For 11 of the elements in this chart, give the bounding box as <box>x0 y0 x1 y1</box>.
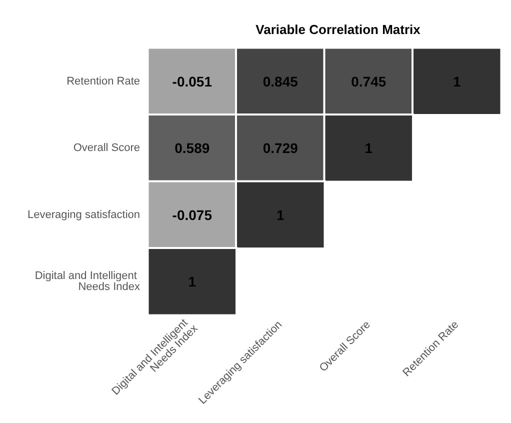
y-tick-label: Leveraging satisfaction <box>27 208 140 221</box>
data-label: 0.845 <box>262 73 298 90</box>
data-label: 0.745 <box>351 73 386 90</box>
y-tick-label: Digital and Intelligent Needs Index <box>34 270 140 294</box>
y-tick-label: Retention Rate <box>66 75 140 88</box>
chart-title: Variable Correlation Matrix <box>256 22 422 37</box>
data-label: -0.075 <box>172 206 212 223</box>
data-label: -0.051 <box>172 73 212 90</box>
data-label: 0.589 <box>174 140 210 156</box>
data-label: 0.729 <box>262 140 298 156</box>
y-tick-label: Overall Score <box>73 142 140 154</box>
